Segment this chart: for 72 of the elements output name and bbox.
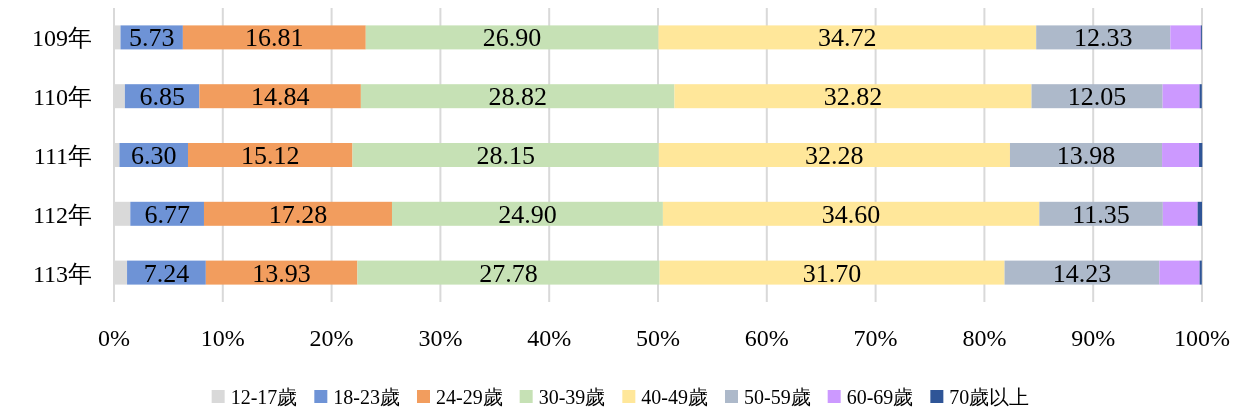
bar: [1162, 201, 1198, 226]
data-label: 12.33: [1074, 23, 1133, 53]
bar: [357, 260, 660, 285]
bar: [182, 25, 366, 50]
bar: [658, 143, 1010, 167]
bar: [1197, 201, 1202, 226]
bar: [199, 84, 361, 109]
x-tick-label: 70%: [853, 325, 898, 351]
bar: [391, 201, 663, 226]
data-label: 32.28: [805, 141, 864, 170]
bar: [203, 201, 392, 226]
data-label: 6.77: [144, 199, 190, 229]
bar: [659, 260, 1005, 285]
data-label: 17.28: [268, 199, 328, 229]
bar: [674, 84, 1032, 109]
legend-label: 24-29歲: [435, 386, 503, 408]
x-tick-label: 50%: [636, 325, 680, 351]
data-label: 28.82: [488, 82, 547, 112]
data-label: 13.98: [1056, 141, 1116, 170]
y-tick-label: 111年: [33, 143, 92, 169]
x-tick-label: 10%: [200, 325, 245, 351]
data-label: 27.78: [479, 258, 538, 288]
data-label: 14.84: [250, 82, 310, 112]
x-tick-label: 30%: [418, 325, 463, 351]
legend-label: 18-23歲: [333, 386, 400, 408]
data-label: 5.73: [128, 23, 175, 53]
x-tick-label: 0%: [98, 325, 130, 351]
data-label: 15.12: [240, 141, 300, 170]
data-label: 28.15: [476, 141, 535, 170]
y-tick-label: 112年: [32, 201, 92, 228]
x-tick-label: 80%: [962, 325, 1007, 351]
legend-label: 70歲以上: [949, 386, 1030, 408]
data-label: 16.81: [245, 23, 304, 53]
bar: [1199, 84, 1202, 109]
x-tick-label: 90%: [1071, 325, 1116, 351]
bar: [658, 25, 1037, 50]
bar: [1199, 260, 1202, 285]
y-tick-label: 110年: [32, 84, 92, 111]
y-tick-label: 109年: [32, 25, 92, 52]
data-label: 26.90: [482, 23, 542, 53]
x-tick-label: 100%: [1174, 325, 1230, 351]
data-label: 11.35: [1072, 199, 1130, 229]
legend-label: 30-39歲: [538, 386, 606, 408]
data-label: 6.30: [130, 141, 177, 170]
data-label: 7.24: [143, 258, 190, 288]
data-label: 6.85: [139, 82, 185, 112]
bar: [1162, 143, 1200, 167]
legend-label: 60-69歲: [846, 386, 914, 408]
legend-label: 40-49歲: [641, 386, 709, 408]
data-label: 13.93: [252, 258, 311, 288]
bar: [187, 143, 353, 167]
data-label: 32.82: [823, 82, 883, 112]
bar: [360, 84, 675, 109]
data-label: 24.90: [498, 199, 557, 229]
data-label: 14.23: [1052, 258, 1112, 288]
bar: [352, 143, 659, 167]
bar: [1159, 260, 1200, 285]
legend-label: 50-59歲: [744, 386, 811, 408]
bar: [365, 25, 659, 50]
data-label: 34.60: [821, 199, 881, 229]
bar: [662, 201, 1040, 226]
data-label: 34.72: [818, 23, 877, 53]
bar: [1162, 84, 1200, 109]
data-label: 31.70: [802, 258, 862, 288]
data-label: 12.05: [1067, 82, 1127, 112]
x-tick-label: 60%: [744, 325, 789, 351]
y-tick-label: 113年: [32, 260, 92, 287]
legend-label: 12-17歲: [230, 386, 298, 408]
bar: [1170, 25, 1201, 50]
bar: [1199, 143, 1203, 167]
x-tick-label: 20%: [309, 325, 354, 351]
x-tick-label: 40%: [527, 325, 572, 351]
